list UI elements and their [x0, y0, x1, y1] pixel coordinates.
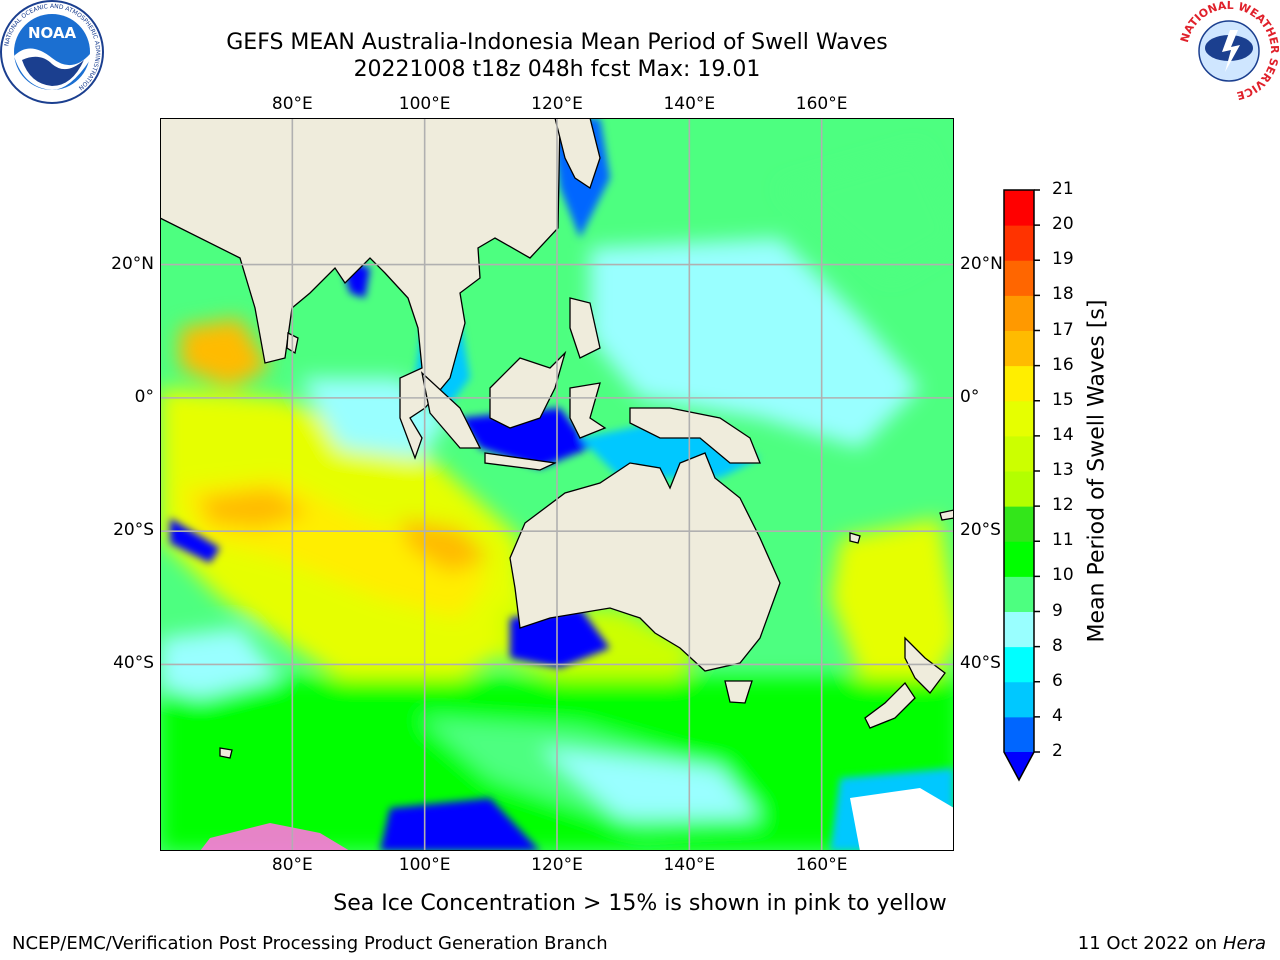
credit-text: NCEP/EMC/Verification Post Processing Pr…	[12, 933, 608, 954]
colorbar-band-19-20	[1004, 225, 1034, 261]
colorbar-band-4-6	[1004, 681, 1034, 718]
sea-ice-note: Sea Ice Concentration > 15% is shown in …	[333, 891, 947, 916]
top-lon-label: 100°E	[398, 94, 451, 114]
top-lon-label: 140°E	[663, 94, 716, 114]
colorbar-band-18-19	[1004, 260, 1034, 296]
map-title: GEFS MEAN Australia-Indonesia Mean Perio…	[226, 30, 888, 55]
sea-ice-patch	[200, 823, 350, 851]
run-date: 11 Oct 2022 on Hera	[1078, 933, 1266, 954]
run-host: Hera	[1222, 933, 1266, 954]
colorbar-under-arrow	[1004, 752, 1034, 780]
colorbar-frame	[1003, 189, 1035, 782]
colorbar	[1003, 189, 1040, 782]
colorbar-tick-label: 12	[1052, 495, 1074, 516]
map-subtitle: 20221008 t18z 048h fcst Max: 19.01	[353, 57, 761, 82]
left-lat-label: 40°S	[113, 653, 154, 674]
colorbar-band-10-11	[1004, 541, 1034, 577]
swell-field	[160, 148, 954, 851]
colorbar-tick-label: 10	[1052, 565, 1074, 586]
colorbar-tick-label: 2	[1052, 741, 1063, 761]
colorbar-band-14-15	[1004, 400, 1034, 437]
left-lat-label: 0°	[134, 386, 154, 407]
colorbar-band-6-8	[1004, 646, 1034, 683]
ice-free-white	[850, 788, 954, 851]
colorbar-band-11-12	[1004, 506, 1034, 542]
noaa-logo: NATIONAL OCEANIC AND ATMOSPHERIC ADMINIS…	[0, 0, 104, 104]
right-lat-label: 20°N	[960, 253, 1003, 274]
colorbar-band-17-18	[1004, 295, 1034, 331]
colorbar-tick-label: 21	[1052, 179, 1074, 199]
colorbar-tick-label: 9	[1052, 600, 1063, 621]
top-lon-label: 160°E	[795, 94, 848, 114]
left-lat-label: 20°N	[111, 253, 154, 274]
land-masses	[160, 118, 954, 759]
colorbar-tick-label: 17	[1052, 319, 1074, 340]
colorbar-band-8-9	[1004, 611, 1034, 648]
bottom-lon-label: 140°E	[663, 855, 716, 875]
bottom-lon-label: 160°E	[795, 855, 848, 875]
noaa-wordmark: NOAA	[28, 24, 77, 42]
colorbar-tick-label: 11	[1052, 530, 1074, 551]
top-lon-label: 80°E	[271, 94, 313, 114]
left-lat-label: 20°S	[113, 520, 154, 541]
colorbar-tick-label: 19	[1052, 249, 1074, 270]
colorbar-band-20-21	[1004, 190, 1034, 226]
colorbar-band-2-4	[1004, 716, 1034, 753]
colorbar-tick-label: 4	[1052, 705, 1063, 726]
graticule	[160, 118, 954, 851]
colorbar-tick-label: 18	[1052, 284, 1074, 305]
bottom-lon-label: 120°E	[531, 855, 583, 875]
colorbar-band-13-14	[1004, 435, 1034, 472]
colorbar-tick-label: 6	[1052, 670, 1063, 691]
right-lat-label: 0°	[960, 386, 980, 407]
swell-period-map	[160, 118, 954, 851]
colorbar-band-15-16	[1004, 365, 1034, 402]
bottom-lon-label: 100°E	[398, 855, 451, 875]
colorbar-band-12-13	[1004, 471, 1034, 507]
colorbar-tick-label: 8	[1052, 635, 1063, 656]
bottom-lon-label: 80°E	[271, 855, 313, 875]
top-lon-label: 120°E	[531, 94, 583, 114]
colorbar-title: Mean Period of Swell Waves [s]	[1084, 299, 1110, 643]
colorbar-tick-label: 14	[1052, 424, 1074, 445]
colorbar-band-9-10	[1004, 576, 1034, 612]
colorbar-tick-label: 15	[1052, 389, 1074, 410]
right-lat-label: 20°S	[960, 520, 1001, 541]
colorbar-tick-label: 13	[1052, 460, 1074, 480]
right-lat-label: 40°S	[960, 653, 1001, 674]
colorbar-tick-label: 20	[1052, 214, 1074, 235]
colorbar-band-16-17	[1004, 330, 1034, 367]
colorbar-tick-label: 16	[1052, 354, 1074, 375]
run-date-text: 11 Oct 2022 on	[1077, 933, 1223, 954]
nws-logo: NATIONAL WEATHER SERVICE	[1178, 0, 1280, 102]
